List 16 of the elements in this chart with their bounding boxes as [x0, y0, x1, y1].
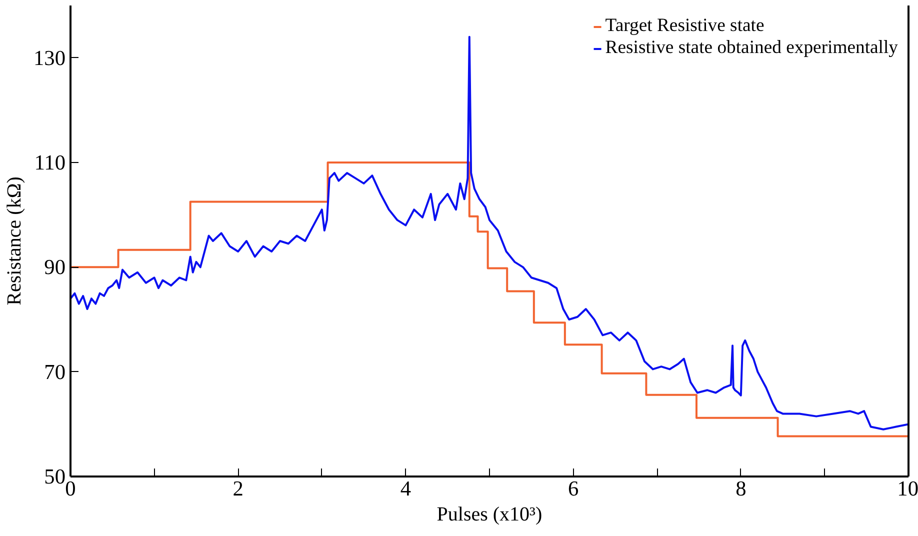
- x-tick-label: 2: [232, 476, 244, 500]
- x-axis-title: Pulses (x10³): [436, 504, 542, 526]
- y-tick-label: 70: [44, 360, 66, 384]
- legend-label: Resistive state obtained experimentally: [605, 37, 898, 59]
- legend-label: Target Resistive state: [605, 15, 764, 37]
- y-tick-label: 50: [44, 464, 66, 488]
- y-tick-label: 130: [34, 46, 66, 70]
- y-tick-label: 110: [34, 150, 66, 174]
- x-tick-label: 0: [65, 476, 76, 500]
- y-axis-title: Resistance (kΩ): [4, 176, 26, 306]
- y-tick-label: 90: [44, 255, 66, 280]
- x-tick-label: 6: [568, 476, 579, 500]
- x-tick-label: 10: [897, 476, 918, 500]
- x-tick-label: 8: [736, 476, 746, 500]
- x-tick-label: 4: [400, 476, 412, 500]
- line-series: [70, 36, 908, 430]
